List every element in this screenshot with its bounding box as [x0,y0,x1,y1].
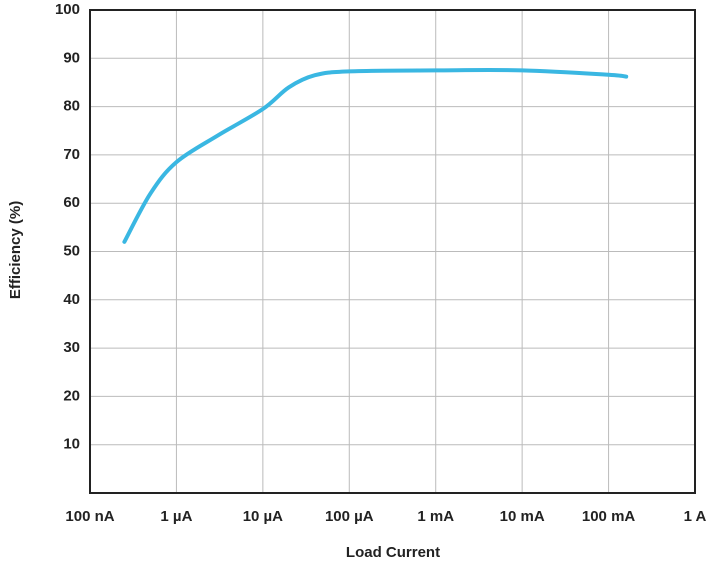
x-tick-label: 10 mA [500,508,545,525]
x-axis-label: Load Current [346,544,440,561]
x-tick-label: 10 µA [243,508,283,525]
x-tick-label: 1 µA [160,508,192,525]
y-tick-label: 70 [63,146,80,163]
y-tick-label: 40 [63,291,80,308]
y-tick-label: 20 [63,387,80,404]
data-line [122,68,629,244]
y-tick-label: 90 [63,49,80,66]
y-tick-label: 50 [63,242,80,259]
x-tick-label: 100 µA [325,508,374,525]
y-tick-label: 30 [63,339,80,356]
y-tick-label: 10 [63,436,80,453]
x-tick-label: 100 mA [582,508,636,525]
x-tick-label: 100 nA [65,508,114,525]
y-tick-label: 80 [63,98,80,115]
plot-frame [89,9,696,494]
y-axis-label: Efficiency (%) [7,201,24,299]
x-tick-label: 1 mA [417,508,454,525]
y-tick-label: 60 [63,194,80,211]
y-tick-label: 100 [55,1,80,18]
x-tick-label: 1 A [684,508,707,525]
